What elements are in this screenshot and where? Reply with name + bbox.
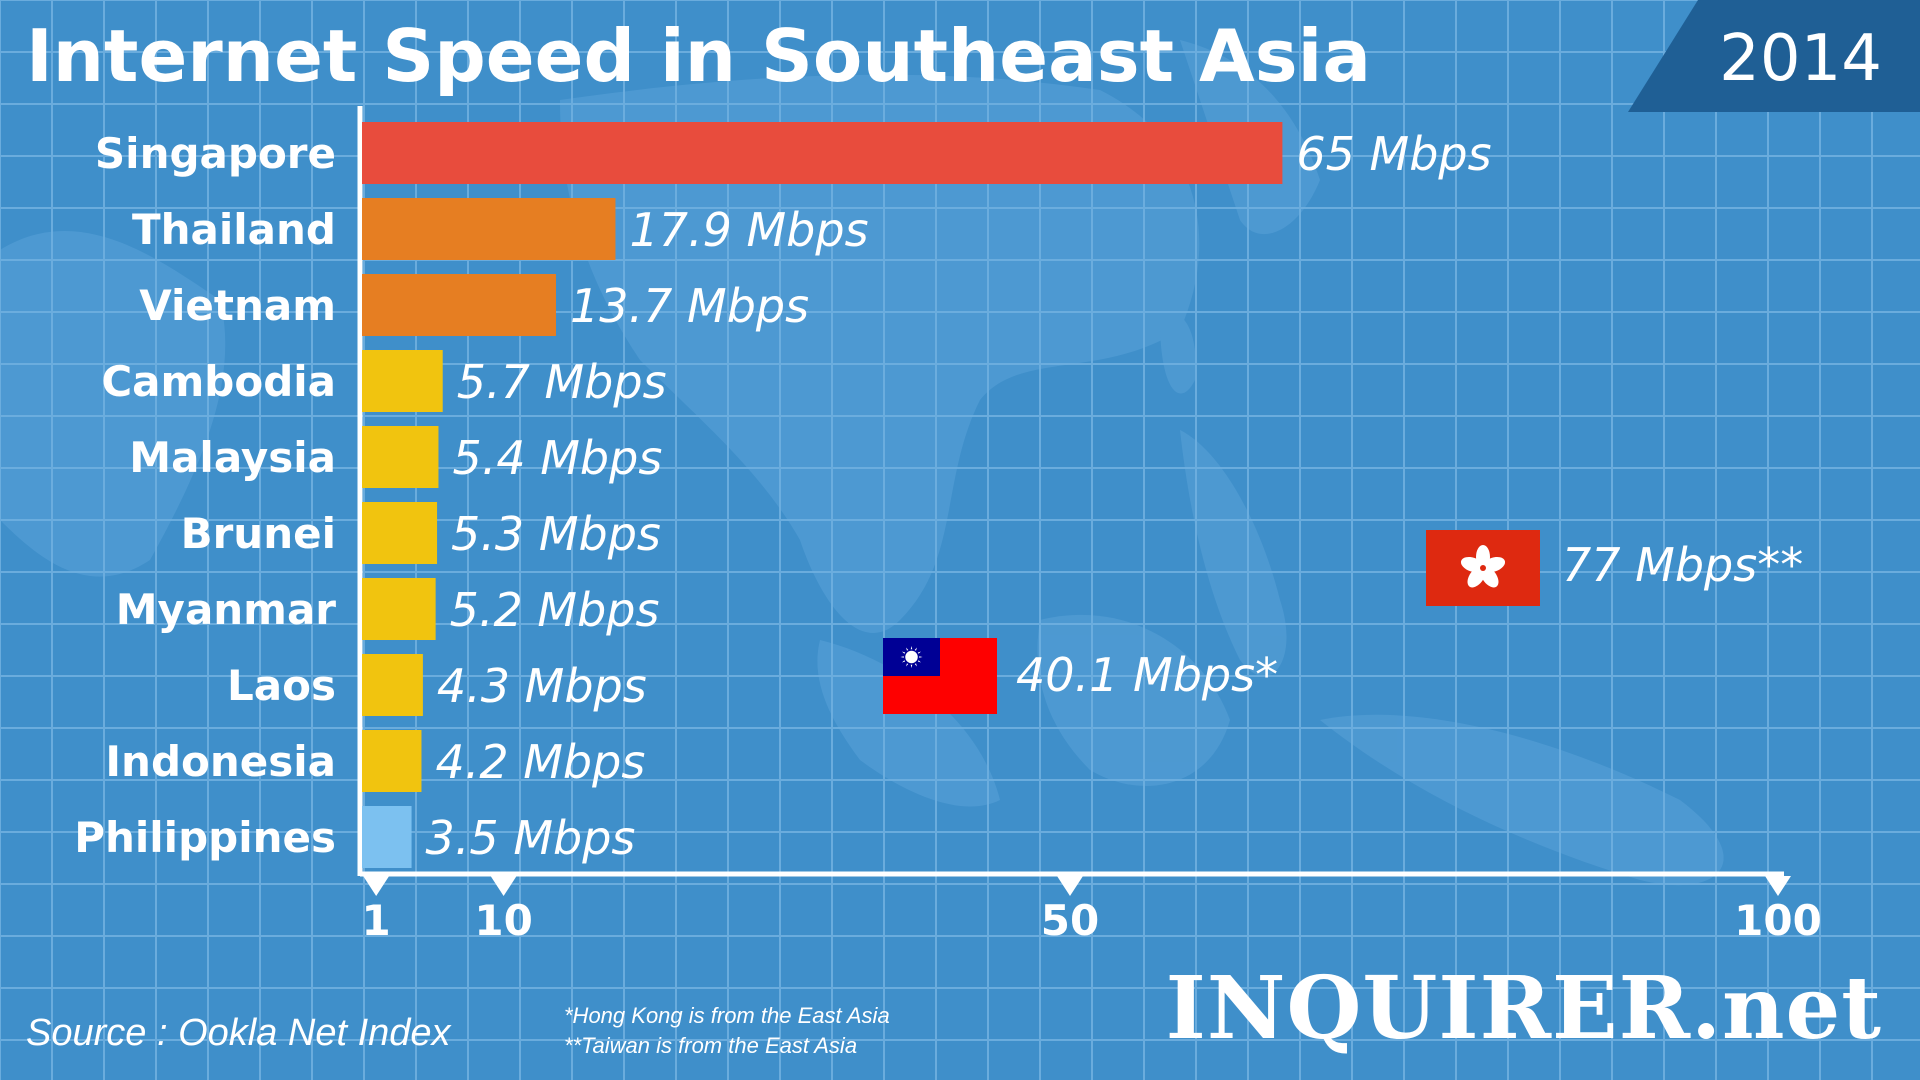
value-label: 5.7 Mbps bbox=[457, 355, 667, 409]
x-tick-label: 50 bbox=[1041, 896, 1099, 945]
bar bbox=[362, 730, 422, 792]
value-label: 17.9 Mbps bbox=[629, 203, 868, 257]
x-tick-marker bbox=[490, 876, 517, 896]
category-label: Laos bbox=[227, 661, 336, 710]
category-label: Indonesia bbox=[105, 737, 336, 786]
value-label: 4.3 Mbps bbox=[437, 659, 647, 713]
bars-layer: Singapore 65 Mbps Thailand 17.9 Mbps Vietnam… bbox=[74, 122, 1492, 868]
hong-kong-flag-icon bbox=[1426, 530, 1540, 606]
footnote-hong-kong: *Hong Kong is from the East Asia bbox=[564, 1003, 890, 1028]
x-tick-label: 10 bbox=[474, 896, 532, 945]
category-label: Brunei bbox=[181, 509, 336, 558]
category-label: Myanmar bbox=[116, 585, 337, 634]
value-label: 13.7 Mbps bbox=[570, 279, 809, 333]
value-label: 5.3 Mbps bbox=[451, 507, 661, 561]
bauhinia-center bbox=[1480, 565, 1486, 571]
bar bbox=[362, 122, 1283, 184]
bar bbox=[362, 198, 616, 260]
x-tick-marker bbox=[1057, 876, 1083, 896]
bar bbox=[362, 426, 439, 488]
value-label: 5.2 Mbps bbox=[450, 583, 660, 637]
category-label: Philippines bbox=[74, 813, 336, 862]
x-tick-marker bbox=[363, 876, 390, 896]
bar bbox=[362, 350, 443, 412]
taiwan-value-label: 40.1 Mbps* bbox=[1016, 648, 1278, 702]
bar bbox=[362, 578, 436, 640]
category-label: Thailand bbox=[132, 205, 336, 254]
bar bbox=[362, 274, 556, 336]
category-label: Vietnam bbox=[139, 281, 336, 330]
category-label: Malaysia bbox=[129, 433, 336, 482]
chart-title: Internet Speed in Southeast Asia bbox=[26, 14, 1371, 98]
footnote-taiwan: **Taiwan is from the East Asia bbox=[564, 1033, 858, 1058]
hong-kong-value-label: 77 Mbps** bbox=[1562, 538, 1803, 592]
value-label: 3.5 Mbps bbox=[426, 811, 636, 865]
axis-layer: 1 10 50 100 bbox=[357, 106, 1822, 945]
x-tick-label: 1 bbox=[362, 896, 391, 945]
x-tick-marker bbox=[1765, 876, 1791, 896]
bar bbox=[362, 502, 438, 564]
category-label: Cambodia bbox=[101, 357, 336, 406]
value-label: 5.4 Mbps bbox=[452, 431, 662, 485]
sun-disc bbox=[903, 649, 920, 665]
category-label: Singapore bbox=[95, 129, 336, 178]
x-tick-label: 100 bbox=[1734, 896, 1822, 945]
bar bbox=[362, 654, 423, 716]
brand-logo: INQUIRER.net bbox=[1165, 958, 1882, 1059]
source-note: Source : Ookla Net Index bbox=[26, 1012, 451, 1054]
value-label: 4.2 Mbps bbox=[435, 735, 645, 789]
bar bbox=[362, 806, 412, 868]
bauhinia-petal bbox=[1460, 556, 1485, 573]
taiwan-flag-icon bbox=[883, 638, 997, 714]
annotation-layer: 77 Mbps** 40.1 Mbps* bbox=[883, 530, 1803, 714]
year-label: 2014 bbox=[1719, 22, 1882, 96]
value-label: 65 Mbps bbox=[1296, 127, 1491, 181]
